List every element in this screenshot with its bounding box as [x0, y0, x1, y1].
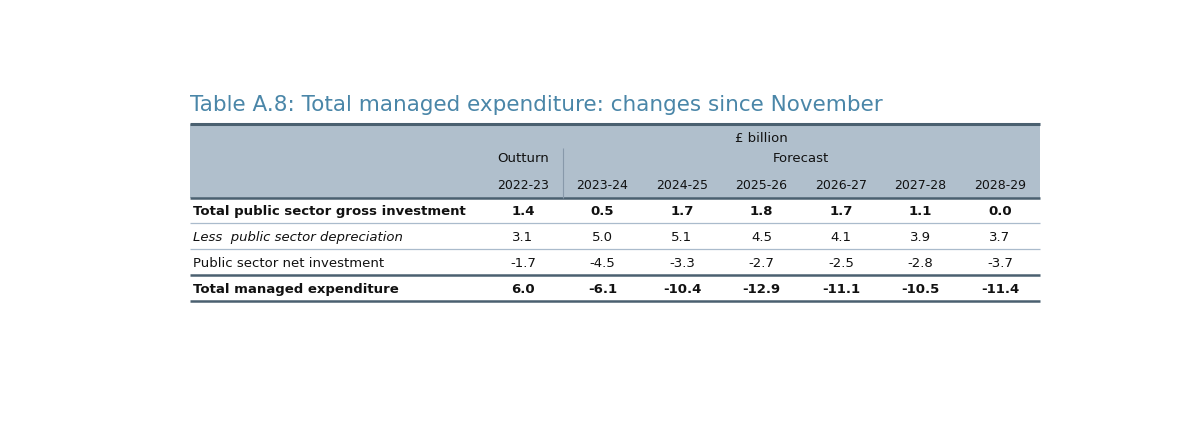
- Text: 1.8: 1.8: [750, 204, 773, 217]
- Text: 6.0: 6.0: [511, 282, 535, 295]
- Text: Forecast: Forecast: [773, 151, 829, 164]
- Text: 1.4: 1.4: [511, 204, 535, 217]
- Text: 5.0: 5.0: [592, 230, 613, 243]
- Text: -12.9: -12.9: [743, 282, 780, 295]
- Text: 1.1: 1.1: [908, 204, 932, 217]
- Text: 0.5: 0.5: [590, 204, 614, 217]
- Text: 1.7: 1.7: [671, 204, 694, 217]
- Text: 5.1: 5.1: [672, 230, 692, 243]
- Text: -1.7: -1.7: [510, 256, 536, 270]
- Text: 4.1: 4.1: [830, 230, 852, 243]
- Text: 2028-29: 2028-29: [974, 178, 1026, 191]
- Text: 2024-25: 2024-25: [656, 178, 708, 191]
- Text: -2.8: -2.8: [907, 256, 934, 270]
- Text: 0.0: 0.0: [988, 204, 1012, 217]
- Text: 2025-26: 2025-26: [736, 178, 787, 191]
- Text: -11.1: -11.1: [822, 282, 860, 295]
- Text: -3.7: -3.7: [988, 256, 1013, 270]
- Text: Public sector net investment: Public sector net investment: [193, 256, 384, 270]
- Text: -2.7: -2.7: [749, 256, 774, 270]
- Text: 1.7: 1.7: [829, 204, 853, 217]
- Text: 2027-28: 2027-28: [894, 178, 947, 191]
- Text: -10.4: -10.4: [662, 282, 701, 295]
- Text: Table A.8: Total managed expenditure: changes since November: Table A.8: Total managed expenditure: ch…: [191, 94, 883, 114]
- Text: 2023-24: 2023-24: [576, 178, 629, 191]
- Text: -4.5: -4.5: [589, 256, 616, 270]
- Text: Less  public sector depreciation: Less public sector depreciation: [193, 230, 403, 243]
- Text: -11.4: -11.4: [980, 282, 1019, 295]
- Text: 3.9: 3.9: [910, 230, 931, 243]
- Text: Outturn: Outturn: [497, 151, 548, 164]
- Text: 4.5: 4.5: [751, 230, 772, 243]
- Text: -3.3: -3.3: [670, 256, 695, 270]
- Text: -10.5: -10.5: [901, 282, 940, 295]
- Text: 2026-27: 2026-27: [815, 178, 866, 191]
- Text: -6.1: -6.1: [588, 282, 617, 295]
- Text: Total public sector gross investment: Total public sector gross investment: [193, 204, 466, 217]
- Text: Total managed expenditure: Total managed expenditure: [193, 282, 400, 295]
- Text: 3.1: 3.1: [512, 230, 534, 243]
- Text: 2022-23: 2022-23: [497, 178, 548, 191]
- Text: £ billion: £ billion: [736, 132, 788, 145]
- Text: 3.7: 3.7: [989, 230, 1010, 243]
- Text: -2.5: -2.5: [828, 256, 854, 270]
- Bar: [191, 125, 1039, 198]
